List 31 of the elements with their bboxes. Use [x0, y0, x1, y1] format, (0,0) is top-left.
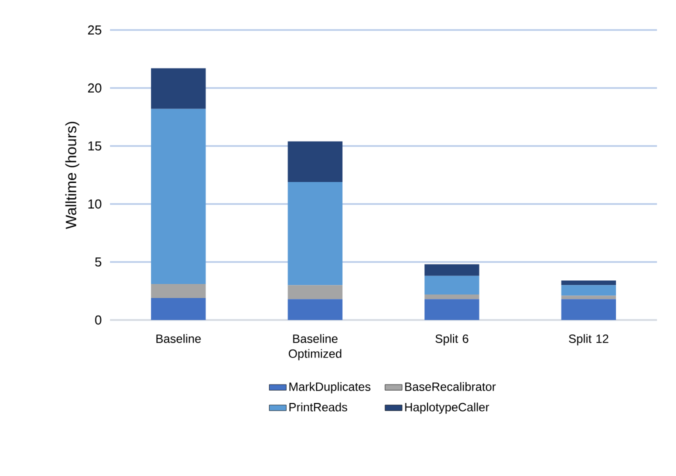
bar: [151, 298, 206, 320]
bar: [151, 108, 206, 284]
y-tick-label: 15: [88, 141, 102, 151]
y-tick-label: 10: [88, 199, 102, 209]
bar: [424, 264, 480, 276]
x-tick-label: Baseline Optimized: [288, 334, 342, 360]
x-tick-label: Split 6: [435, 334, 468, 346]
x-tick-label: Baseline: [156, 334, 201, 343]
bar: [561, 285, 616, 296]
legend-label: MarkDuplicates: [289, 382, 370, 394]
bar: [561, 296, 616, 300]
bar: [561, 280, 616, 286]
bar: [151, 284, 206, 298]
bar: [288, 285, 342, 300]
legend-label: BaseRecalibrator: [405, 382, 496, 391]
y-tick-label: 20: [88, 83, 102, 93]
bar: [288, 299, 342, 320]
legend-label: PrintReads: [289, 402, 348, 412]
bar: [151, 68, 206, 109]
y-tick-label: 0: [95, 315, 102, 325]
bar: [424, 299, 480, 320]
legend-label: HaplotypeCaller: [405, 402, 490, 414]
bar: [288, 141, 342, 182]
y-tick-label: 25: [88, 25, 102, 35]
bar: [561, 299, 616, 320]
bar: [424, 294, 480, 300]
bar: [288, 182, 342, 286]
y-axis-title: Walltime (hours): [65, 122, 80, 230]
y-tick-label: 5: [95, 257, 102, 267]
x-tick-label: Split 12: [568, 334, 608, 346]
bar: [424, 276, 480, 294]
